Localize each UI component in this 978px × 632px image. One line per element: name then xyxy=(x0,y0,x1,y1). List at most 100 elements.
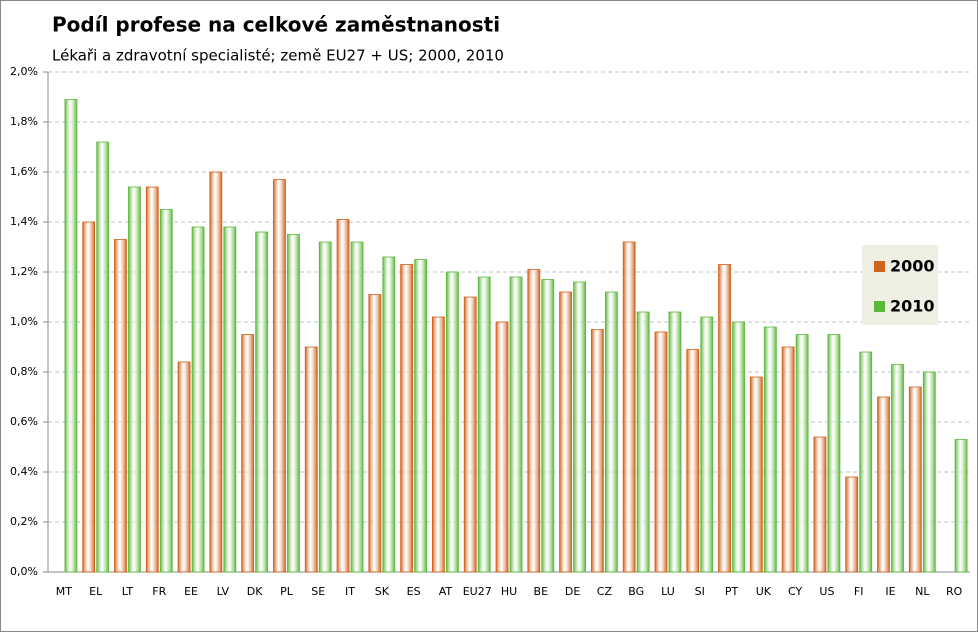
bar xyxy=(781,346,795,573)
bar xyxy=(209,171,223,573)
y-tick-label: 0,4% xyxy=(10,465,38,478)
y-tick-label: 1,6% xyxy=(10,165,38,178)
bar xyxy=(622,241,636,573)
chart-title: Podíl profese na celkové zaměstnanosti xyxy=(52,13,500,37)
chart-subtitle: Lékaři a zdravotní specialisté; země EU2… xyxy=(52,47,504,65)
bar xyxy=(718,264,731,573)
bar xyxy=(749,376,763,573)
bar xyxy=(604,291,618,573)
x-tick-label: SE xyxy=(311,585,325,598)
x-tick-label: PL xyxy=(280,585,294,598)
x-tick-label: CZ xyxy=(597,585,613,598)
x-tick-label: PT xyxy=(725,585,739,598)
x-tick-label: CY xyxy=(788,585,802,598)
bar xyxy=(382,256,396,573)
bar xyxy=(732,321,745,573)
bar xyxy=(686,349,700,573)
x-tick-label: EU27 xyxy=(463,585,492,598)
x-tick-label: SK xyxy=(375,585,390,598)
y-tick-label: 0,8% xyxy=(10,365,38,378)
bar xyxy=(128,186,141,573)
y-tick-label: 0,6% xyxy=(10,415,38,428)
bar xyxy=(922,371,936,573)
bar xyxy=(145,186,159,573)
legend-label: 2010 xyxy=(890,297,935,316)
legend-swatch xyxy=(874,301,885,312)
bar xyxy=(654,331,668,573)
bar xyxy=(446,271,459,573)
x-tick-label: EE xyxy=(184,585,198,598)
y-tick-label: 1,4% xyxy=(10,215,38,228)
bar xyxy=(223,226,237,573)
x-tick-label: US xyxy=(819,585,834,598)
x-tick-label: DK xyxy=(247,585,263,598)
bar xyxy=(191,226,205,573)
x-tick-label: AT xyxy=(439,585,453,598)
bar xyxy=(527,269,541,573)
bar xyxy=(287,234,300,573)
x-tick-label: LT xyxy=(122,585,134,598)
bar xyxy=(827,334,841,573)
bar xyxy=(877,396,890,573)
bar xyxy=(891,364,904,573)
bar xyxy=(590,329,604,573)
bar xyxy=(845,476,859,573)
bar xyxy=(64,99,78,573)
bar xyxy=(509,276,523,573)
bar xyxy=(463,296,477,573)
y-tick-label: 1,0% xyxy=(10,315,38,328)
x-tick-label: ES xyxy=(407,585,421,598)
bar xyxy=(350,241,364,573)
bar xyxy=(241,334,255,573)
bar xyxy=(859,351,873,573)
x-tick-label: UK xyxy=(756,585,772,598)
x-tick-label: FR xyxy=(152,585,166,598)
bar xyxy=(177,361,191,573)
x-tick-label: FI xyxy=(854,585,864,598)
bar xyxy=(495,321,509,573)
y-tick-label: 1,8% xyxy=(10,115,38,128)
x-tick-label: DE xyxy=(565,585,580,598)
x-tick-label: LU xyxy=(661,585,675,598)
bar xyxy=(908,386,922,573)
bar xyxy=(477,276,491,573)
legend-swatch xyxy=(874,261,885,272)
bar xyxy=(795,334,809,573)
bar xyxy=(636,311,650,573)
bar xyxy=(954,439,968,573)
bar xyxy=(114,239,127,573)
x-tick-label: NL xyxy=(915,585,930,598)
bar xyxy=(159,209,173,573)
y-tick-label: 2,0% xyxy=(10,65,38,78)
bar xyxy=(813,436,827,573)
y-tick-label: 1,2% xyxy=(10,265,38,278)
y-tick-label: 0,2% xyxy=(10,515,38,528)
legend-label: 2000 xyxy=(890,257,935,276)
bar xyxy=(668,311,682,573)
bar xyxy=(304,346,318,573)
bar xyxy=(700,316,714,573)
bar xyxy=(255,231,269,573)
x-tick-label: RO xyxy=(946,585,963,598)
x-tick-label: IT xyxy=(345,585,355,598)
x-tick-label: IE xyxy=(885,585,895,598)
x-tick-label: MT xyxy=(56,585,72,598)
bar xyxy=(400,264,414,573)
bar xyxy=(336,219,350,573)
bar xyxy=(573,281,586,573)
x-tick-label: BE xyxy=(534,585,549,598)
bar xyxy=(318,241,332,573)
bar xyxy=(414,259,428,573)
bar xyxy=(763,326,777,573)
bar xyxy=(82,221,96,573)
x-tick-label: EL xyxy=(89,585,103,598)
x-tick-label: HU xyxy=(501,585,517,598)
bar xyxy=(541,279,555,573)
x-tick-label: LV xyxy=(217,585,230,598)
x-tick-label: SI xyxy=(695,585,705,598)
bar xyxy=(432,316,445,573)
x-tick-label: BG xyxy=(628,585,644,598)
y-tick-label: 0,0% xyxy=(10,565,38,578)
bar xyxy=(559,291,572,573)
